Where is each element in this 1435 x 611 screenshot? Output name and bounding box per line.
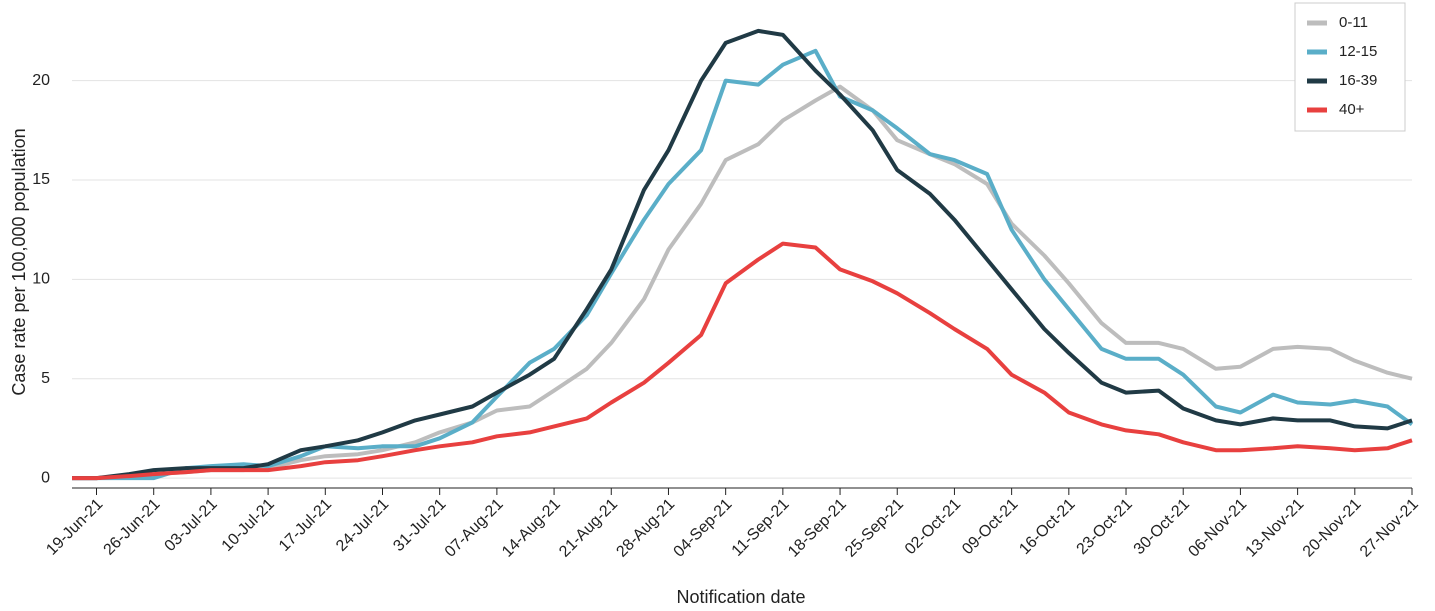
x-tick-label: 18-Sep-21 (785, 496, 850, 561)
x-tick-label: 14-Aug-21 (499, 496, 564, 561)
x-tick-label: 21-Aug-21 (556, 496, 621, 561)
x-tick-label: 07-Aug-21 (442, 496, 507, 561)
series-line (72, 48, 1414, 481)
x-tick-label: 26-Jun-21 (101, 496, 164, 559)
x-tick-label: 03-Jul-21 (162, 496, 221, 555)
x-tick-label: 25-Sep-21 (842, 496, 907, 561)
x-tick-label: 20-Nov-21 (1300, 496, 1365, 561)
x-tick-label: 11-Sep-21 (729, 496, 793, 560)
x-axis-title: Notification date (676, 587, 805, 607)
x-tick-label: 04-Sep-21 (671, 496, 736, 561)
series-line (72, 241, 1413, 481)
x-tick-label: 09-Oct-21 (959, 496, 1021, 558)
legend: 0-11 12-15 16-39 40+ (1294, 2, 1406, 132)
y-tick-label: 10 (32, 271, 50, 288)
y-tick-label: 0 (41, 469, 50, 486)
x-tick-label: 17-Jul-21 (276, 496, 335, 555)
legend-label: 0-11 (1339, 14, 1368, 31)
series-line (72, 28, 1413, 481)
legend-label: 40+ (1339, 101, 1365, 118)
x-tick-label: 10-Jul-21 (219, 496, 278, 555)
x-tick-label: 06-Nov-21 (1185, 496, 1250, 561)
legend-label: 16-39 (1339, 72, 1377, 89)
x-tick-label: 02-Oct-21 (902, 496, 964, 558)
legend-label: 12-15 (1339, 43, 1377, 60)
y-axis-title: Case rate per 100,000 population (9, 128, 29, 395)
x-tick-label: 16-Oct-21 (1016, 496, 1078, 558)
series-line (72, 84, 1413, 481)
y-tick-label: 5 (41, 370, 50, 387)
x-tick-label: 31-Jul-21 (390, 496, 449, 555)
x-tick-label: 28-Aug-21 (613, 496, 678, 561)
y-tick-label: 15 (32, 171, 50, 188)
x-tick-label: 30-Oct-21 (1131, 496, 1193, 558)
x-tick-label: 13-Nov-21 (1243, 496, 1308, 561)
x-tick-label: 19-Jun-21 (43, 496, 106, 559)
x-tick-label: 27-Nov-21 (1357, 496, 1422, 561)
x-tick-label: 23-Oct-21 (1074, 496, 1136, 558)
x-tick-label: 24-Jul-21 (333, 496, 392, 555)
y-tick-label: 20 (32, 72, 50, 89)
